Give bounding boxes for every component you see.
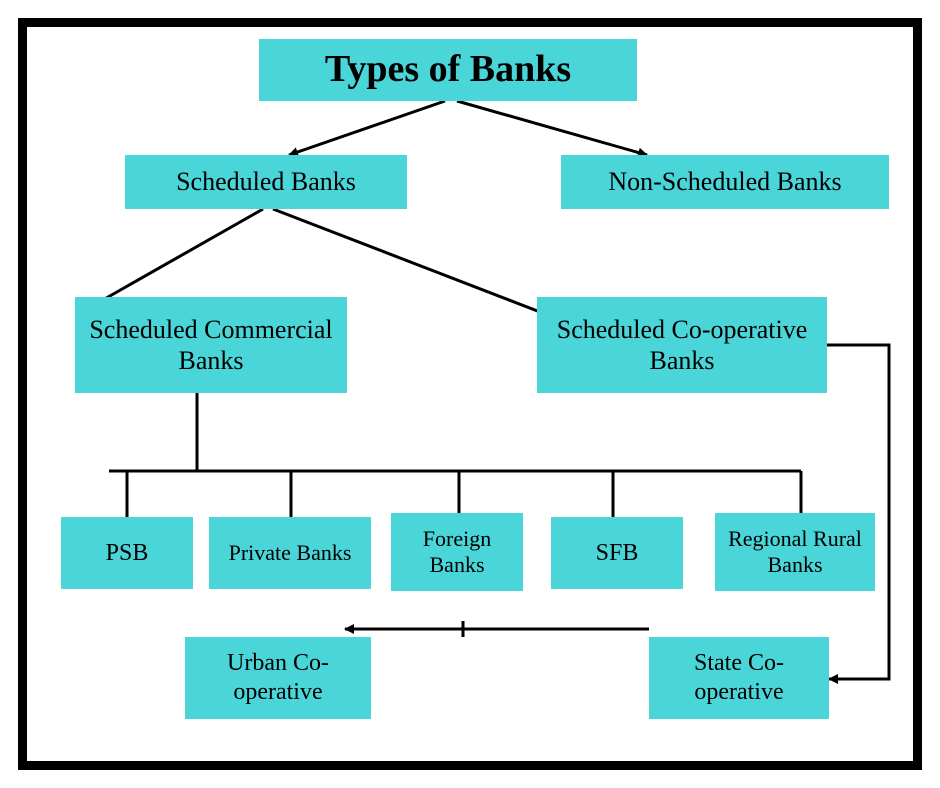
node-priv: Private Banks bbox=[209, 517, 371, 589]
node-nonsch: Non-Scheduled Banks bbox=[561, 155, 889, 209]
node-label: Types of Banks bbox=[325, 47, 571, 93]
node-label: Urban Co-operative bbox=[191, 649, 365, 707]
node-forb: Foreign Banks bbox=[391, 513, 523, 591]
node-label: Foreign Banks bbox=[397, 526, 517, 579]
node-label: Private Banks bbox=[229, 540, 352, 566]
diagram-frame: Types of Banks Scheduled Banks Non-Sched… bbox=[18, 18, 922, 770]
edge-sched-scb bbox=[87, 209, 263, 309]
node-label: PSB bbox=[106, 539, 149, 568]
edge-root-sched bbox=[289, 101, 445, 155]
node-label: Scheduled Commercial Banks bbox=[81, 314, 341, 376]
node-psb: PSB bbox=[61, 517, 193, 589]
node-label: Scheduled Banks bbox=[176, 166, 356, 197]
node-sfb: SFB bbox=[551, 517, 683, 589]
edge-root-nonsch bbox=[457, 101, 647, 155]
edge-scob-state bbox=[827, 345, 889, 679]
node-label: Regional Rural Banks bbox=[721, 526, 869, 579]
node-label: State Co-operative bbox=[655, 649, 823, 707]
node-urban: Urban Co-operative bbox=[185, 637, 371, 719]
node-scb: Scheduled Commercial Banks bbox=[75, 297, 347, 393]
node-scob: Scheduled Co-operative Banks bbox=[537, 297, 827, 393]
node-root: Types of Banks bbox=[259, 39, 637, 101]
node-sched: Scheduled Banks bbox=[125, 155, 407, 209]
node-label: Scheduled Co-operative Banks bbox=[543, 314, 821, 376]
node-label: SFB bbox=[596, 539, 639, 568]
node-state: State Co-operative bbox=[649, 637, 829, 719]
node-label: Non-Scheduled Banks bbox=[608, 166, 841, 197]
node-rrb: Regional Rural Banks bbox=[715, 513, 875, 591]
